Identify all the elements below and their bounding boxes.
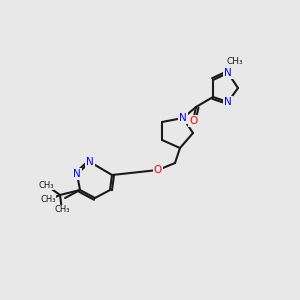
Text: O: O xyxy=(189,116,197,126)
Text: CH₃: CH₃ xyxy=(54,206,70,214)
Text: O: O xyxy=(154,165,162,175)
Text: N: N xyxy=(73,169,81,179)
Text: N: N xyxy=(224,97,232,107)
Text: N: N xyxy=(86,157,94,167)
Text: CH₃: CH₃ xyxy=(38,181,54,190)
Text: N: N xyxy=(224,68,232,78)
Text: CH₃: CH₃ xyxy=(40,196,56,205)
Text: N: N xyxy=(179,113,187,123)
Text: CH₃: CH₃ xyxy=(227,58,243,67)
